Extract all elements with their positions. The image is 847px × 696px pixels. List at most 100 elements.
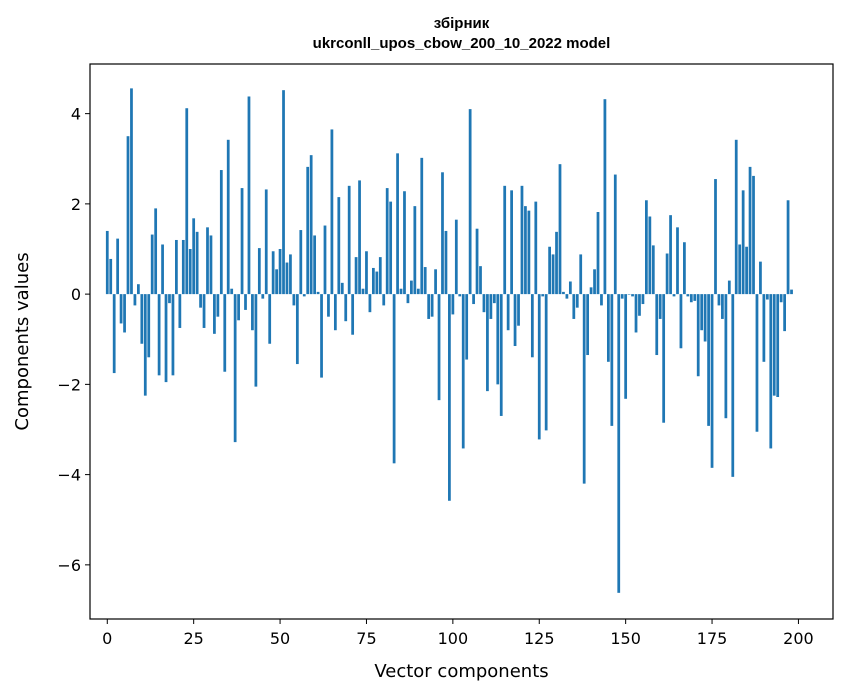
bar <box>772 294 776 396</box>
bar <box>451 294 455 315</box>
bar <box>302 294 306 297</box>
bar <box>226 139 230 295</box>
bar <box>648 216 652 295</box>
bar <box>759 261 762 295</box>
bar <box>707 294 710 426</box>
chart-title: збірник ukrconll_upos_cbow_200_10_2022 mo… <box>313 15 611 52</box>
bar <box>230 288 234 295</box>
bar <box>147 294 151 358</box>
bar <box>492 294 496 304</box>
bar <box>223 294 227 372</box>
bar <box>396 153 399 295</box>
bar <box>347 185 351 295</box>
x-tick-label: 100 <box>438 629 469 648</box>
bar <box>548 246 551 295</box>
bar <box>116 238 120 295</box>
bar <box>257 248 261 295</box>
bar <box>164 294 168 383</box>
bar <box>406 294 410 304</box>
bar <box>199 294 202 308</box>
bar <box>555 231 558 295</box>
bar <box>427 294 431 319</box>
bar <box>330 129 334 295</box>
y-axis-label: Components values <box>12 252 33 430</box>
chart-title-line: збірник <box>434 15 490 32</box>
bar <box>109 258 113 295</box>
bar <box>251 294 254 331</box>
bar <box>278 249 282 295</box>
x-tick-label: 50 <box>270 629 290 648</box>
bar <box>710 294 714 468</box>
bar <box>544 294 548 431</box>
x-tick-label: 200 <box>783 629 814 648</box>
bar <box>444 230 448 295</box>
y-tick-label: −6 <box>57 556 81 575</box>
bar <box>700 294 704 331</box>
bar <box>333 294 337 331</box>
bar <box>434 269 437 295</box>
bar <box>596 212 600 295</box>
bar <box>496 294 500 385</box>
bar <box>112 294 116 374</box>
bar <box>161 244 164 295</box>
bar <box>579 254 583 295</box>
bar <box>254 294 258 387</box>
bar <box>358 180 361 295</box>
bar <box>171 294 175 376</box>
bar <box>714 179 717 295</box>
bar <box>600 294 603 306</box>
bar <box>392 294 396 464</box>
bar <box>617 294 621 593</box>
bar <box>188 249 192 295</box>
bar <box>724 294 728 419</box>
bar <box>137 284 140 295</box>
bar <box>271 251 275 295</box>
bar <box>448 294 451 501</box>
bar <box>686 294 690 297</box>
bar <box>651 245 655 295</box>
bar <box>506 294 510 331</box>
bar <box>306 166 310 295</box>
bar <box>634 294 638 333</box>
y-tick-label: −2 <box>57 375 81 394</box>
bar <box>461 294 465 449</box>
bar <box>403 191 406 295</box>
bar <box>233 294 237 443</box>
x-axis-label: Vector components <box>374 661 548 682</box>
bar <box>534 201 538 295</box>
bar <box>610 294 614 426</box>
x-tick-label: 0 <box>102 629 112 648</box>
bar <box>745 246 748 295</box>
y-tick-label: 4 <box>71 105 81 124</box>
bar <box>320 294 323 378</box>
bar <box>613 174 617 295</box>
bar <box>295 294 299 365</box>
bar <box>734 139 738 295</box>
bar <box>181 239 185 295</box>
bar <box>185 108 189 295</box>
bar <box>382 294 386 306</box>
y-tick-label: 0 <box>71 285 81 304</box>
bar <box>354 257 358 295</box>
bar <box>731 294 735 477</box>
bar <box>351 294 355 335</box>
bar <box>375 271 379 295</box>
chart-title-line: ukrconll_upos_cbow_200_10_2022 model <box>313 35 611 52</box>
bar <box>202 294 206 328</box>
bar <box>620 294 624 299</box>
bar <box>340 282 344 295</box>
bar <box>389 201 393 295</box>
bar <box>309 155 313 295</box>
x-axis: 0 25 50 75 100 125 150 175 200 <box>102 619 814 648</box>
bar <box>209 235 213 295</box>
bar <box>105 230 109 295</box>
bar <box>779 294 783 303</box>
y-axis: −6 −4 −2 0 2 4 <box>57 105 90 575</box>
bar <box>530 294 534 358</box>
bars-group <box>105 88 793 593</box>
bar <box>282 90 285 295</box>
bar <box>558 164 562 295</box>
bar <box>551 254 555 295</box>
bar <box>472 294 475 305</box>
bar <box>645 200 648 295</box>
